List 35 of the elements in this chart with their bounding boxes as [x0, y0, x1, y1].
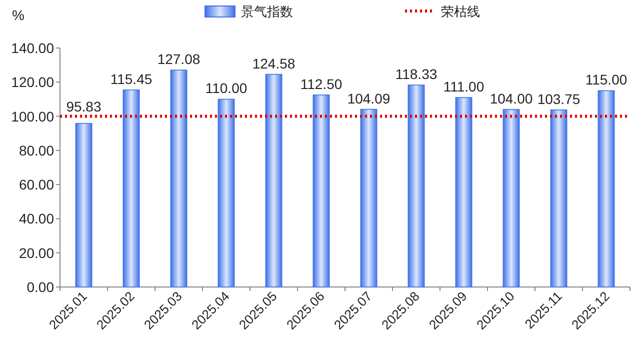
y-tick-label: 100.00 — [11, 108, 54, 124]
y-tick-label: 60.00 — [18, 176, 54, 193]
legend-label: 荣枯线 — [441, 4, 480, 19]
bar — [455, 97, 472, 288]
bar — [360, 108, 378, 288]
y-tick-label: 80.00 — [18, 142, 54, 158]
bar — [408, 84, 425, 288]
data-label: 104.00 — [490, 90, 533, 106]
data-label: 124.58 — [252, 55, 296, 72]
data-label: 103.75 — [537, 90, 580, 107]
data-label: 104.09 — [347, 90, 390, 106]
data-label: 112.50 — [300, 76, 342, 92]
y-axis-title: % — [12, 7, 24, 23]
bar — [550, 109, 568, 288]
data-label: 127.08 — [157, 51, 200, 68]
bar — [265, 74, 282, 288]
y-tick-label: 20.00 — [18, 244, 54, 261]
y-tick-label: 0.00 — [26, 279, 54, 295]
data-label: 95.83 — [66, 98, 102, 114]
bar — [502, 109, 520, 288]
bar — [598, 90, 615, 288]
y-tick-label: 120.00 — [11, 74, 54, 90]
data-label: 111.00 — [443, 78, 484, 95]
bar — [170, 70, 188, 288]
y-tick-label: 140.00 — [11, 40, 54, 56]
bar — [75, 123, 92, 288]
bar — [218, 98, 235, 288]
bar — [122, 90, 140, 288]
y-tick-label: 40.00 — [18, 210, 54, 227]
legend-label: 景气指数 — [241, 4, 293, 19]
data-label: 115.00 — [585, 72, 628, 88]
data-label: 118.33 — [395, 66, 438, 82]
data-label: 115.45 — [110, 70, 152, 87]
data-label: 110.00 — [205, 80, 248, 96]
bar — [312, 94, 330, 288]
